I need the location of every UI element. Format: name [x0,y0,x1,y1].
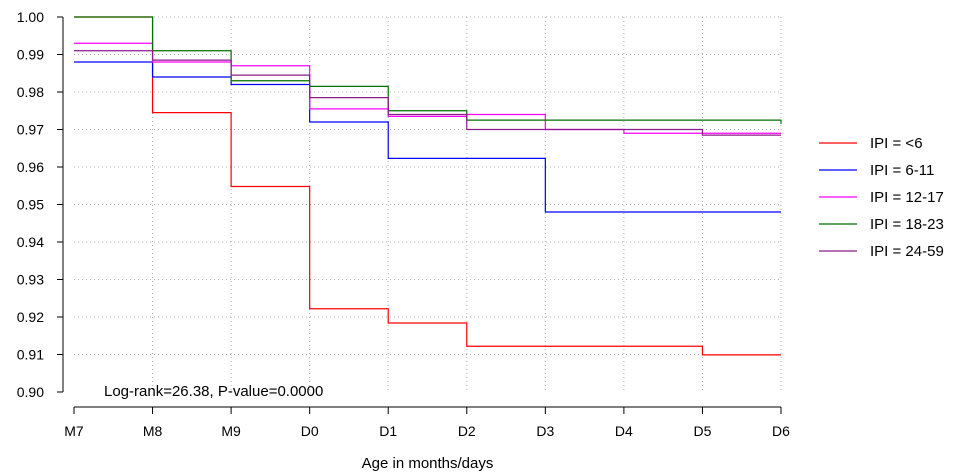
x-tick-label: M8 [143,423,163,439]
series-lines [74,16,782,356]
legend-label: IPI = 18-23 [870,216,944,233]
x-tick-label: D4 [615,423,633,439]
x-tick-label: D3 [536,423,554,439]
logrank-annotation: Log-rank=26.38, P-value=0.0000 [104,383,323,400]
legend-label: IPI = 6-11 [870,162,934,179]
legend-label: IPI = 24-59 [870,243,944,260]
x-axis-title: Age in months/days [362,455,494,472]
x-tick-label: D6 [772,423,790,439]
series-line [74,61,781,213]
legend-label: IPI = <6 [870,135,923,152]
y-tick-label: 0.91 [17,347,44,363]
series-line [74,16,782,124]
series-line [74,50,781,136]
y-tick-label: 0.93 [17,272,44,288]
y-tick-label: 0.95 [17,197,44,213]
x-tick-label: M9 [221,423,241,439]
series-line [74,42,781,134]
y-tick-label: 0.97 [17,122,44,138]
x-tick-label: D5 [693,423,711,439]
x-tick-label: D0 [301,423,319,439]
series-line [74,16,781,356]
x-tick-label: D2 [458,423,476,439]
grid [74,16,782,392]
y-tick-label: 0.94 [17,234,44,250]
x-tick-label: M7 [64,423,84,439]
legend: IPI = <6 IPI = 6-11 IPI = 12-17 IPI = 18-23… [819,135,944,260]
y-tick-label: 0.90 [17,384,44,400]
y-tick-label: 1.00 [17,9,44,25]
y-tick-label: 0.98 [17,84,44,100]
x-tick-label: D1 [379,423,397,439]
y-tick-label: 0.99 [17,47,44,63]
axes: 0.90 0.91 0.92 0.93 0.94 0.95 0.96 0.97 0.98 0.99… [17,9,790,439]
y-tick-label: 0.92 [17,309,44,325]
legend-label: IPI = 12-17 [870,189,944,206]
y-tick-label: 0.96 [17,159,44,175]
